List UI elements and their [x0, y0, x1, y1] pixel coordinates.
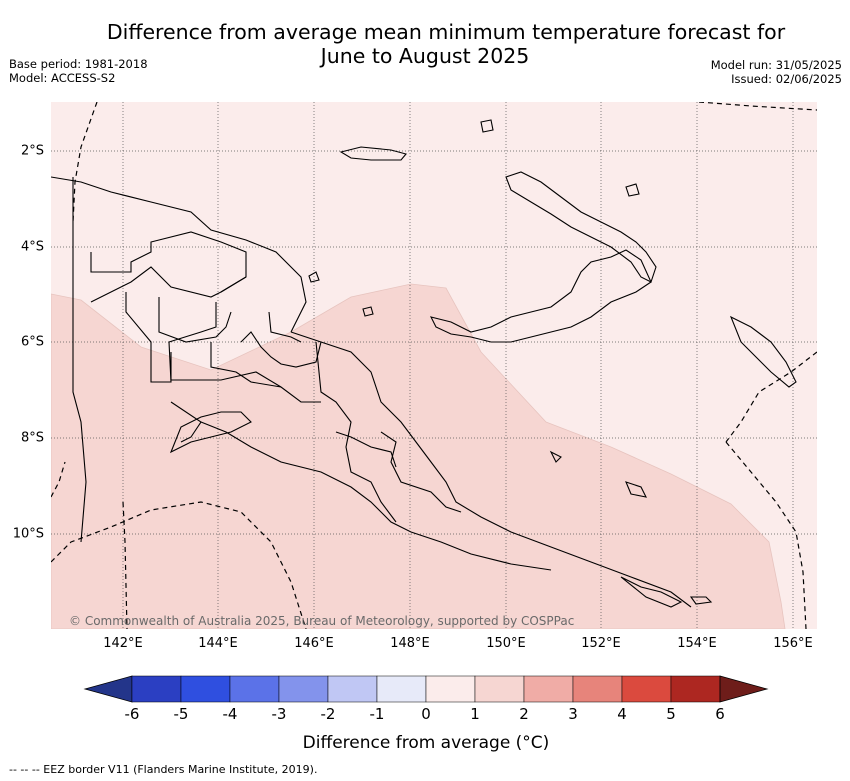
umboi-island — [362, 306, 374, 317]
lon-label-146e: 146°E — [294, 636, 334, 651]
colorbar-segment — [474, 675, 525, 703]
daru-area — [169, 411, 252, 454]
lat-label-6s: 6°S — [20, 334, 44, 350]
colorbar-title: Difference from average (°C) — [302, 733, 550, 753]
colorbar-tick-label: -2 — [320, 705, 336, 723]
louisiade-archipelago — [620, 576, 683, 608]
lat-label-10s: 10°S — [12, 526, 44, 542]
huon-coast — [290, 331, 692, 608]
colorbar-tick-label: -3 — [271, 705, 287, 723]
colorbar-arrow-left — [83, 675, 133, 703]
model-name: Model: ACCESS-S2 — [9, 71, 116, 85]
colorbar-segment — [229, 675, 280, 703]
bougainville — [729, 315, 797, 388]
new-ireland — [505, 171, 657, 283]
colorbar-tick-label: 5 — [666, 705, 676, 723]
colorbar-segment — [572, 675, 623, 703]
colorbar-tick-label: 3 — [568, 705, 578, 723]
papuan-peninsula-south — [200, 421, 552, 571]
colorbar-segment — [425, 675, 476, 703]
model-run: Model run: 31/05/2025 — [710, 58, 842, 72]
lon-label-152e: 152°E — [581, 636, 621, 651]
gulf-of-papua — [170, 401, 202, 443]
manus-island — [339, 146, 407, 161]
colorbar-tick-label: 0 — [421, 705, 431, 723]
colorbar-tick-label: -5 — [173, 705, 189, 723]
colorbar-tick-label: -6 — [124, 705, 140, 723]
map-panel — [51, 102, 817, 629]
woodlark-island — [689, 596, 713, 605]
colorbar-tick-label: 2 — [519, 705, 529, 723]
colorbar-tick-label: -1 — [369, 705, 385, 723]
lat-label-2s: 2°S — [20, 143, 44, 159]
footnote: -- -- -- EEZ border V11 (Flanders Marine… — [9, 763, 318, 776]
trobriand-islands — [549, 450, 562, 463]
colorbar-arrow-right — [719, 675, 769, 703]
chart-title-line1: Difference from average mean minimum tem… — [106, 20, 786, 44]
colorbar-segment — [670, 675, 721, 703]
map-svg — [51, 102, 817, 629]
lon-label-144e: 144°E — [198, 636, 238, 651]
graticule — [51, 102, 817, 629]
karkar-island — [308, 271, 320, 283]
chart-title-line2: June to August 2025 — [320, 44, 530, 68]
lat-label-4s: 4°S — [20, 239, 44, 255]
colorbar-tick-label: 6 — [715, 705, 725, 723]
colorbar-segment — [376, 675, 427, 703]
lon-label-142e: 142°E — [103, 636, 143, 651]
warmer-anomaly-region — [51, 283, 786, 629]
colorbar-segment — [180, 675, 231, 703]
lon-label-148e: 148°E — [390, 636, 430, 651]
province-borders — [90, 231, 462, 523]
lon-label-156e: 156°E — [773, 636, 813, 651]
colorbar-segment — [621, 675, 672, 703]
colorbar-tick-label: 1 — [470, 705, 480, 723]
new-guinea-north-coast — [51, 176, 307, 333]
colorbar-segment — [523, 675, 574, 703]
colorbar — [83, 675, 769, 703]
colorbar-tick-label: 4 — [617, 705, 627, 723]
new-britain — [429, 249, 652, 343]
colorbar-segment — [131, 675, 182, 703]
issued-date: Issued: 02/06/2025 — [731, 72, 842, 86]
lat-label-8s: 8°S — [20, 430, 44, 446]
lihir-island — [625, 183, 640, 197]
fergusson-islands — [625, 481, 647, 498]
base-period: Base period: 1981-2018 — [9, 57, 148, 71]
lon-label-150e: 150°E — [486, 636, 526, 651]
meta-left: Base period: 1981-2018 Model: ACCESS-S2 — [9, 57, 148, 85]
meta-right: Model run: 31/05/2025 Issued: 02/06/2025 — [711, 58, 842, 86]
colorbar-segment — [327, 675, 378, 703]
new-guinea-border — [72, 177, 87, 543]
eez-borders — [51, 102, 817, 629]
lon-label-154e: 154°E — [677, 636, 717, 651]
copyright-notice: © Commonwealth of Australia 2025, Bureau… — [69, 614, 575, 628]
colorbar-segment — [278, 675, 329, 703]
new-hanover — [480, 119, 494, 133]
colorbar-tick-label: -4 — [222, 705, 238, 723]
